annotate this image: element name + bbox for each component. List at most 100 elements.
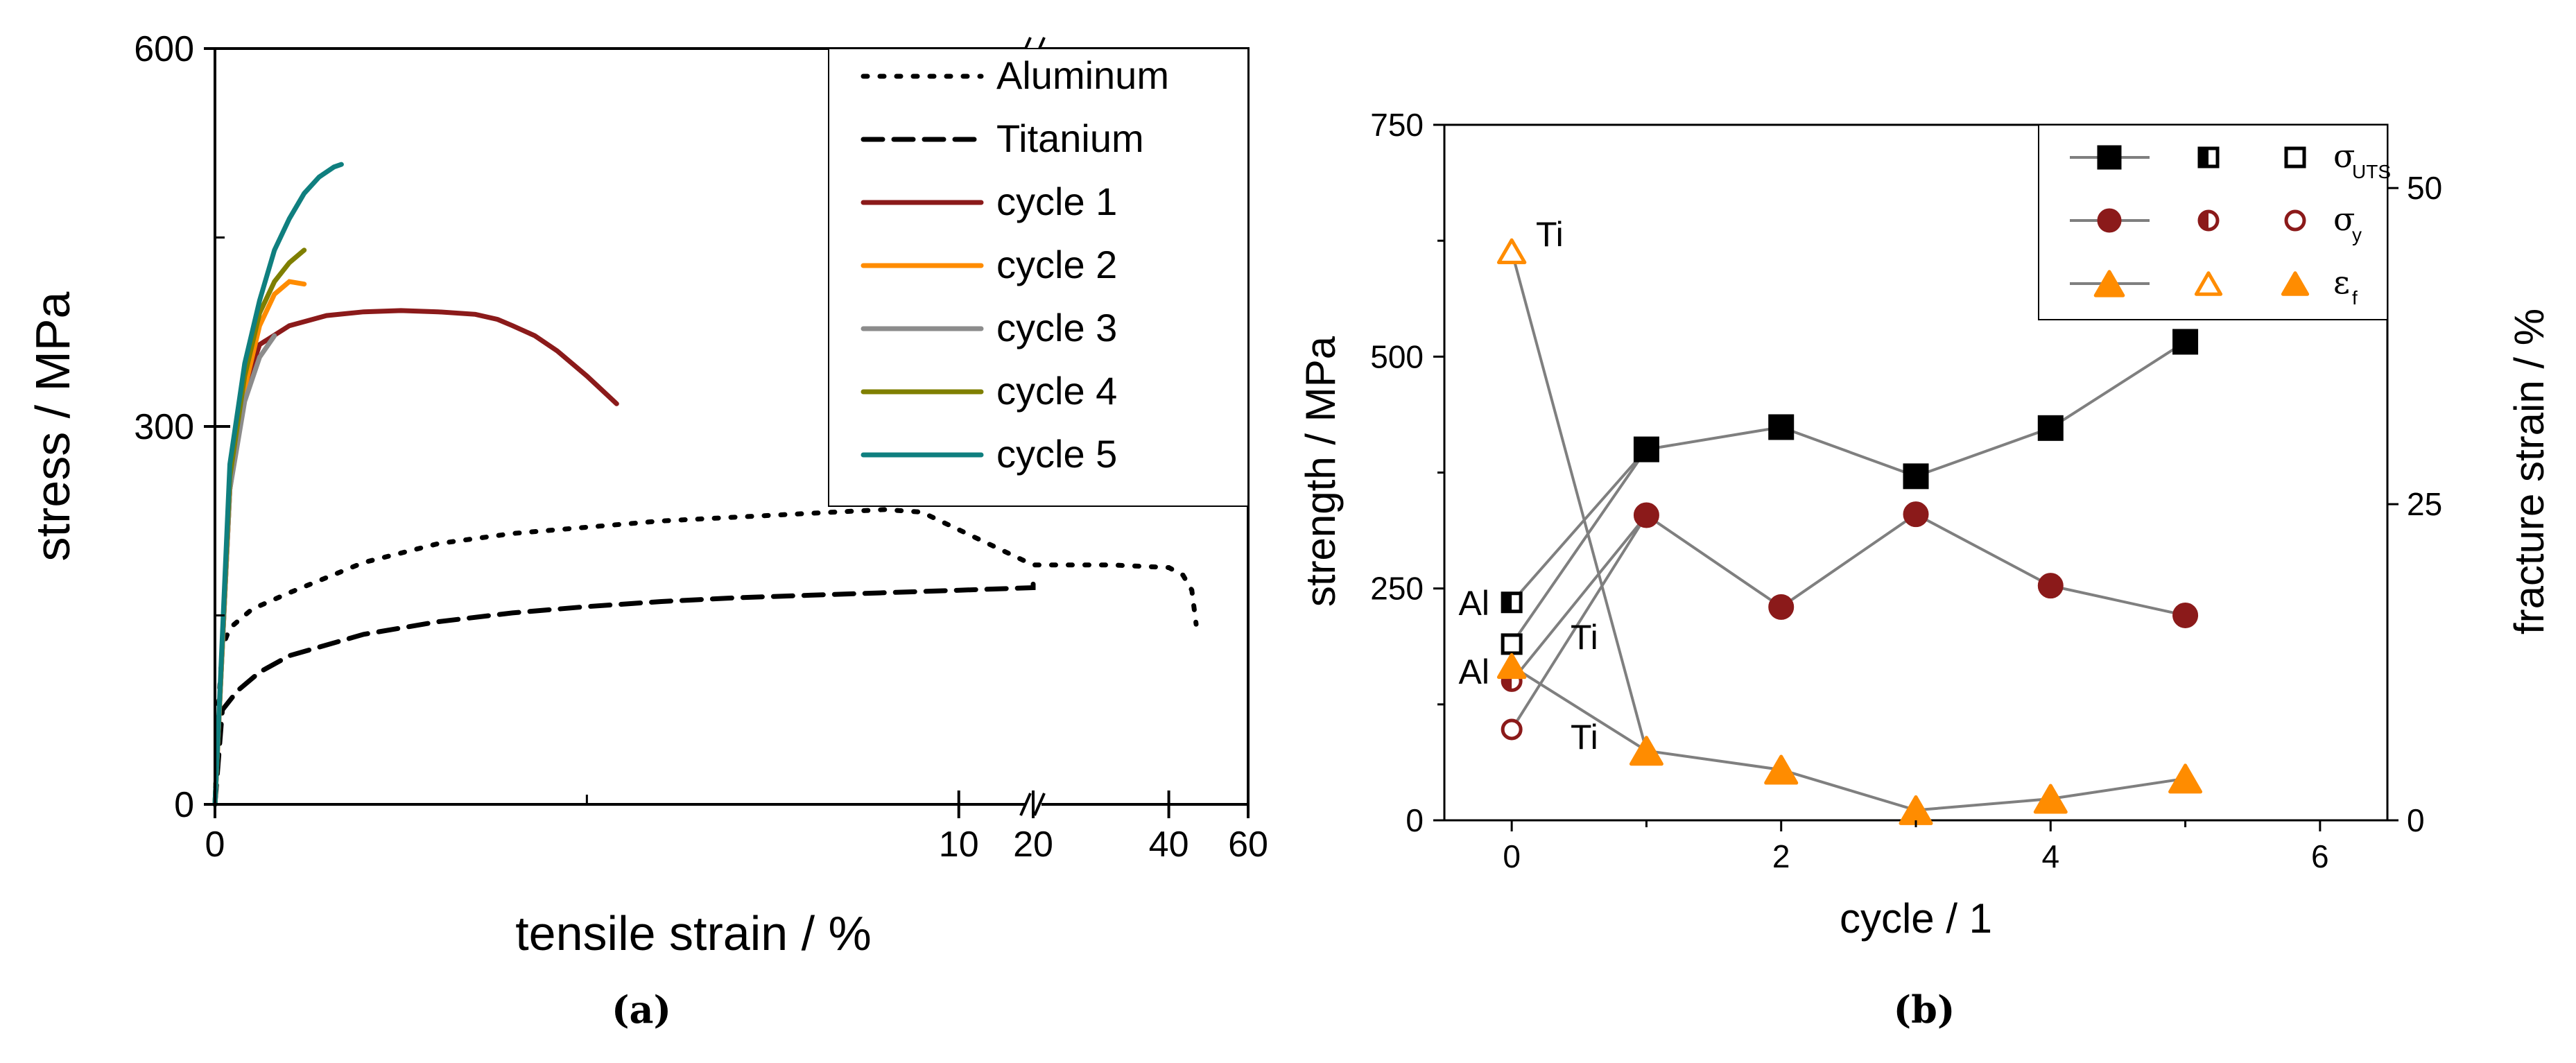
marker-shape bbox=[1496, 653, 1527, 680]
legend-marker-solid bbox=[2097, 145, 2122, 170]
marker-shape bbox=[2172, 329, 2199, 355]
series-line-uts bbox=[1646, 340, 2186, 478]
series-line-y bbox=[1645, 512, 2186, 617]
x-tick-label: 6 bbox=[2311, 838, 2329, 874]
panel-b-xlabel: cycle / 1 bbox=[1840, 895, 1992, 942]
legend-box bbox=[828, 48, 1249, 507]
annotation-ti: Ti bbox=[1536, 215, 1564, 254]
legend-marker-al bbox=[2197, 209, 2220, 232]
legend-symbol-uts: σ bbox=[2333, 137, 2355, 175]
legend-marker-ti bbox=[2281, 271, 2310, 296]
marker-shape bbox=[1496, 238, 1527, 265]
marker-shape bbox=[2284, 209, 2306, 232]
x-tick-label: 20 bbox=[1013, 824, 1053, 865]
marker-shape bbox=[2037, 573, 2064, 599]
marker-shape bbox=[2172, 602, 2199, 628]
connector-y-ti bbox=[1510, 514, 1648, 731]
data-point-f bbox=[2168, 763, 2203, 794]
data-point-uts bbox=[1633, 436, 1659, 463]
data-point-uts bbox=[1768, 414, 1795, 440]
legend-symbol-y: σ bbox=[2333, 200, 2355, 238]
x-tick-label: 0 bbox=[205, 824, 225, 865]
marker-shape bbox=[2281, 271, 2310, 296]
series-aluminum bbox=[212, 507, 1199, 807]
x-tick-label: 0 bbox=[1503, 838, 1521, 874]
x-tick-label: 10 bbox=[939, 824, 979, 865]
panel-b-plot: Ti Al Ti Al Ti bbox=[1459, 215, 2203, 825]
y-tick-label: 300 bbox=[134, 407, 194, 447]
panel-a-ylabel: stress / MPa bbox=[26, 291, 80, 561]
panel-b-y2label: fracture strain / % bbox=[2506, 309, 2552, 634]
marker-shape bbox=[1768, 594, 1795, 620]
connector-f-al bbox=[1511, 664, 1648, 752]
annotation-ti: Ti bbox=[1571, 618, 1598, 657]
legend-symbol-f: ε bbox=[2333, 263, 2350, 301]
y2-tick-label: 25 bbox=[2407, 486, 2442, 522]
data-point-uts bbox=[2172, 329, 2199, 355]
data-point-uts bbox=[1903, 463, 1929, 490]
marker-shape bbox=[1501, 718, 1523, 741]
connector-f-ti bbox=[1510, 250, 1648, 752]
marker-shape bbox=[1633, 502, 1659, 528]
marker-shape bbox=[1903, 501, 1929, 528]
legend-label-cycle-5: cycle 5 bbox=[996, 432, 1117, 476]
legend-marker-al bbox=[2197, 146, 2220, 168]
legend-label-cycle-1: cycle 1 bbox=[996, 180, 1117, 223]
x-tick-label: 4 bbox=[2041, 838, 2059, 874]
reference-point-y-ti bbox=[1501, 718, 1523, 741]
marker-half-fill bbox=[2199, 148, 2208, 166]
panel-a: 0 300 600 0 10 20 40 60 tensile strain / % stre… bbox=[26, 29, 1268, 1032]
panel-b-caption: (b) bbox=[1894, 987, 1955, 1032]
annotation-al: Al bbox=[1459, 653, 1489, 691]
marker-shape bbox=[2037, 415, 2064, 441]
marker-shape bbox=[2284, 146, 2306, 168]
data-point-f bbox=[1764, 754, 1799, 785]
series-titanium bbox=[212, 572, 1036, 807]
marker-shape bbox=[2168, 763, 2203, 794]
marker-shape bbox=[1903, 463, 1929, 490]
legend-marker-solid bbox=[2097, 208, 2122, 233]
data-point-y bbox=[1768, 594, 1795, 620]
x-tick-label: 40 bbox=[1149, 824, 1189, 865]
legend-label-titanium: Titanium bbox=[996, 116, 1144, 160]
annotation-al: Al bbox=[1459, 584, 1489, 623]
data-point-f bbox=[1629, 736, 1663, 766]
panel-a-plot-lines bbox=[212, 162, 1199, 807]
panel-a-ticks: 0 300 600 0 10 20 40 60 bbox=[134, 29, 1268, 865]
y2-tick-label: 0 bbox=[2407, 802, 2425, 838]
data-point-f bbox=[2033, 784, 2068, 814]
series-cycle-5 bbox=[212, 162, 344, 807]
legend-label-cycle-3: cycle 3 bbox=[996, 306, 1117, 349]
marker-shape bbox=[2194, 271, 2223, 296]
marker-half-fill bbox=[2199, 211, 2208, 230]
data-point-uts bbox=[2037, 415, 2064, 441]
x-tick-label: 60 bbox=[1228, 824, 1268, 865]
marker-shape bbox=[2093, 270, 2125, 297]
panel-b-ylabel: strength / MPa bbox=[1297, 336, 1344, 607]
legend-label-cycle-4: cycle 4 bbox=[996, 369, 1117, 413]
panel-a-xlabel: tensile strain / % bbox=[515, 906, 872, 960]
marker-shape bbox=[1764, 754, 1799, 785]
marker-shape bbox=[2097, 208, 2122, 233]
legend-marker-al bbox=[2194, 271, 2223, 296]
y-tick-label: 500 bbox=[1370, 338, 1424, 374]
connector-uts-al bbox=[1510, 448, 1648, 604]
data-point-y bbox=[1633, 502, 1659, 528]
connector-uts-ti bbox=[1510, 448, 1648, 646]
panel-a-legend: Aluminum Titanium cycle 1 cycle 2 cycle 3 cyc… bbox=[828, 48, 1249, 507]
reference-point-f-ti bbox=[1496, 238, 1527, 265]
annotation-ti: Ti bbox=[1571, 718, 1598, 757]
legend-subscript-y: y bbox=[2352, 224, 2362, 245]
series-cycle-1 bbox=[212, 308, 619, 807]
y-tick-label: 0 bbox=[174, 785, 194, 825]
marker-shape bbox=[1501, 633, 1523, 655]
marker-shape bbox=[2097, 145, 2122, 170]
y-tick-label: 600 bbox=[134, 29, 194, 69]
data-point-y bbox=[2037, 573, 2064, 599]
x-tick-label: 2 bbox=[1772, 838, 1790, 874]
connector-y-al bbox=[1510, 514, 1648, 682]
legend-label-aluminum: Aluminum bbox=[996, 53, 1169, 97]
